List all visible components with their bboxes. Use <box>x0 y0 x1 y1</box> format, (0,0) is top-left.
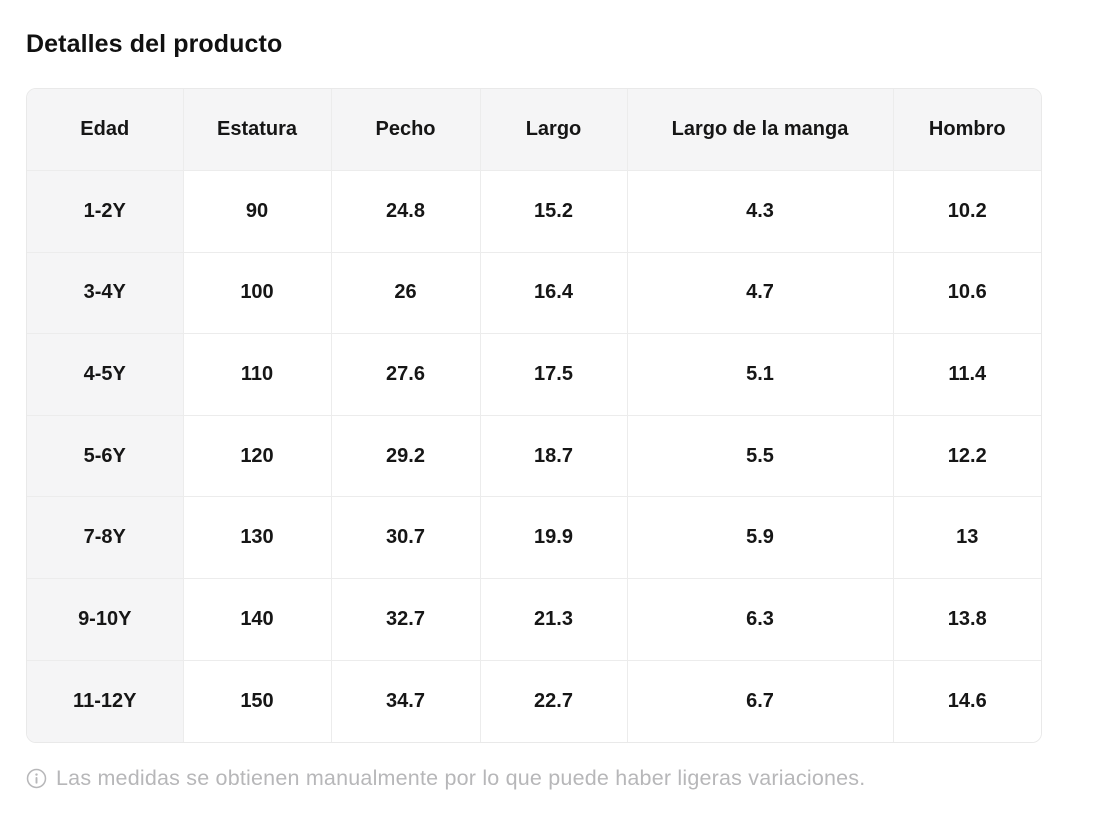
row-label-cell: 4-5Y <box>27 333 184 416</box>
table-cell: 140 <box>183 578 332 661</box>
table-cell: 4.7 <box>627 252 894 335</box>
table-row: 5-6Y 120 29.2 18.7 5.5 12.2 <box>27 415 1041 498</box>
table-cell: 34.7 <box>331 660 481 742</box>
header-cell-pecho: Pecho <box>331 89 481 172</box>
table-cell: 32.7 <box>331 578 481 661</box>
table-cell: 100 <box>183 252 332 335</box>
page-title: Detalles del producto <box>26 30 283 58</box>
row-label-cell: 9-10Y <box>27 578 184 661</box>
table-cell: 14.6 <box>893 660 1041 742</box>
table-cell: 13.8 <box>893 578 1041 661</box>
row-label-cell: 1-2Y <box>27 170 184 253</box>
product-details-section: Detalles del producto Edad Estatura Pecho L… <box>26 30 1086 791</box>
row-label-cell: 3-4Y <box>27 252 184 335</box>
table-cell: 15.2 <box>480 170 628 253</box>
table-row: 9-10Y 140 32.7 21.3 6.3 13.8 <box>27 578 1041 661</box>
table-cell: 26 <box>331 252 481 335</box>
table-cell: 150 <box>183 660 332 742</box>
table-cell: 5.1 <box>627 333 894 416</box>
table-cell: 130 <box>183 496 332 580</box>
table-cell: 12.2 <box>893 415 1041 498</box>
header-cell-estatura: Estatura <box>183 89 332 172</box>
table-row: 1-2Y 90 24.8 15.2 4.3 10.2 <box>27 170 1041 253</box>
table-cell: 24.8 <box>331 170 481 253</box>
size-chart-body: 1-2Y 90 24.8 15.2 4.3 10.2 3-4Y 100 26 16.4 4.7 10.… <box>27 170 1041 742</box>
header-cell-largo: Largo <box>480 89 628 172</box>
measurement-disclaimer: Las medidas se obtienen manualmente por … <box>26 766 1086 791</box>
header-row: Edad Estatura Pecho Largo Largo de la manga H… <box>27 89 1041 172</box>
info-icon <box>26 768 47 788</box>
table-cell: 18.7 <box>480 415 628 498</box>
row-label-cell: 11-12Y <box>27 660 184 742</box>
table-cell: 17.5 <box>480 333 628 416</box>
table-cell: 110 <box>183 333 332 416</box>
row-label-cell: 5-6Y <box>27 415 184 498</box>
table-row: 3-4Y 100 26 16.4 4.7 10.6 <box>27 252 1041 335</box>
table-cell: 6.7 <box>627 660 894 742</box>
table-cell: 4.3 <box>627 170 894 253</box>
header-cell-largo-de-la-manga: Largo de la manga <box>627 89 894 172</box>
table-cell: 16.4 <box>480 252 628 335</box>
table-cell: 90 <box>183 170 332 253</box>
table-cell: 10.2 <box>893 170 1041 253</box>
table-cell: 13 <box>893 496 1041 580</box>
table-cell: 22.7 <box>480 660 628 742</box>
table-row: 11-12Y 150 34.7 22.7 6.7 14.6 <box>27 660 1041 742</box>
measurement-disclaimer-text: Las medidas se obtienen manualmente por … <box>56 765 866 790</box>
table-cell: 27.6 <box>331 333 481 416</box>
table-cell: 11.4 <box>893 333 1041 416</box>
table-row: 7-8Y 130 30.7 19.9 5.9 13 <box>27 496 1041 580</box>
table-cell: 29.2 <box>331 415 481 498</box>
table-cell: 19.9 <box>480 496 628 580</box>
size-chart-table: Edad Estatura Pecho Largo Largo de la manga H… <box>26 88 1042 743</box>
table-cell: 21.3 <box>480 578 628 661</box>
table-cell: 10.6 <box>893 252 1041 335</box>
table-cell: 5.5 <box>627 415 894 498</box>
size-chart-header: Edad Estatura Pecho Largo Largo de la manga H… <box>27 89 1041 172</box>
table-cell: 120 <box>183 415 332 498</box>
table-cell: 6.3 <box>627 578 894 661</box>
table-cell: 5.9 <box>627 496 894 580</box>
header-cell-hombro: Hombro <box>893 89 1041 172</box>
table-row: 4-5Y 110 27.6 17.5 5.1 11.4 <box>27 333 1041 416</box>
table-cell: 30.7 <box>331 496 481 580</box>
header-cell-edad: Edad <box>27 89 184 172</box>
row-label-cell: 7-8Y <box>27 496 184 580</box>
